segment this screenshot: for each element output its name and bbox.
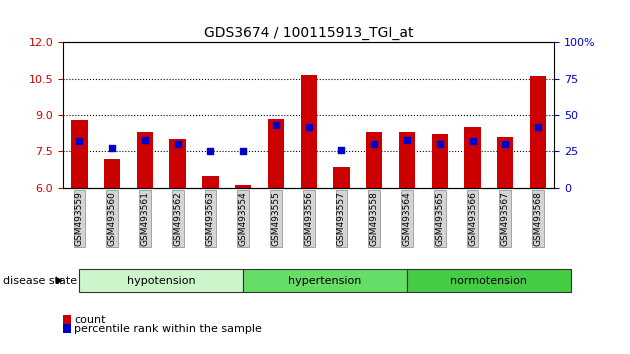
Text: GSM493560: GSM493560 [108, 191, 117, 246]
Text: hypotension: hypotension [127, 275, 195, 286]
Text: GSM493564: GSM493564 [403, 191, 411, 246]
Point [467, 138, 478, 144]
Bar [169, 139, 186, 188]
Point [304, 124, 314, 130]
Bar [366, 132, 382, 188]
Text: GSM493563: GSM493563 [206, 191, 215, 246]
Point [271, 122, 281, 128]
Bar [268, 119, 284, 188]
Point [402, 137, 412, 143]
Bar [137, 132, 153, 188]
Point [238, 149, 248, 154]
Text: count: count [74, 315, 106, 325]
Text: GSM493557: GSM493557 [337, 191, 346, 246]
Text: GSM493565: GSM493565 [435, 191, 444, 246]
Bar [235, 185, 251, 188]
Text: GSM493559: GSM493559 [75, 191, 84, 246]
Text: percentile rank within the sample: percentile rank within the sample [74, 324, 262, 333]
Point [369, 141, 379, 147]
Point [74, 138, 84, 144]
Point [205, 149, 215, 154]
Text: GSM493561: GSM493561 [140, 191, 149, 246]
Title: GDS3674 / 100115913_TGI_at: GDS3674 / 100115913_TGI_at [204, 26, 413, 40]
Bar [497, 137, 513, 188]
Bar [202, 176, 219, 188]
Bar [104, 159, 120, 188]
Text: GSM493562: GSM493562 [173, 191, 182, 246]
Bar [301, 75, 317, 188]
Point [107, 145, 117, 151]
Bar [530, 76, 546, 188]
Text: GSM493568: GSM493568 [534, 191, 542, 246]
Point [533, 124, 543, 130]
Bar [399, 132, 415, 188]
Point [500, 141, 510, 147]
Text: disease state: disease state [3, 275, 77, 286]
Bar [333, 167, 350, 188]
Text: hypertension: hypertension [289, 275, 362, 286]
Point [435, 141, 445, 147]
Point [173, 141, 183, 147]
Text: GSM493555: GSM493555 [272, 191, 280, 246]
Bar [71, 120, 88, 188]
Point [140, 137, 150, 143]
Bar [432, 135, 448, 188]
Text: GSM493554: GSM493554 [239, 191, 248, 246]
Text: normotension: normotension [450, 275, 527, 286]
Text: GSM493567: GSM493567 [501, 191, 510, 246]
Point [336, 147, 346, 153]
Bar [464, 127, 481, 188]
Text: GSM493558: GSM493558 [370, 191, 379, 246]
Text: GSM493556: GSM493556 [304, 191, 313, 246]
Text: GSM493566: GSM493566 [468, 191, 477, 246]
